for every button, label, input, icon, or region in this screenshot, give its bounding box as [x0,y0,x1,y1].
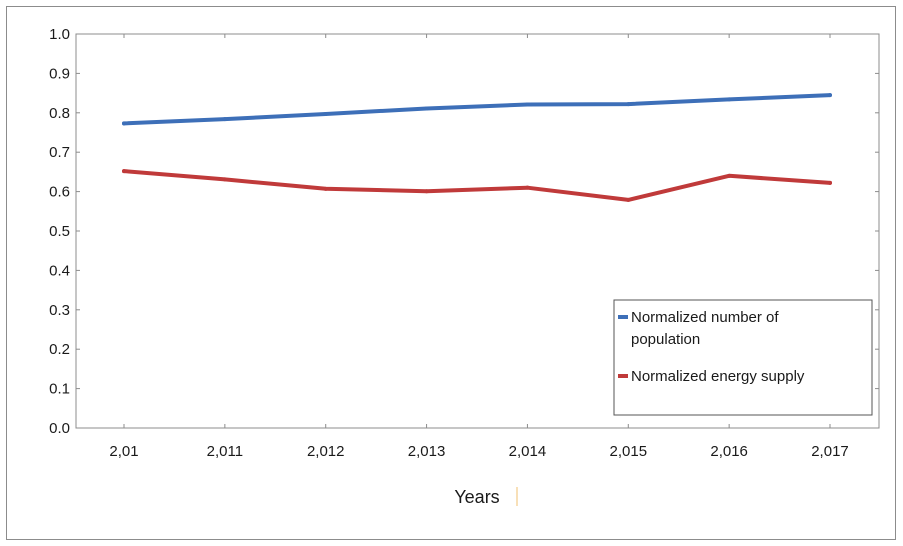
data-point [626,102,631,107]
data-point [222,177,227,182]
data-point [626,197,631,202]
data-point [828,93,832,98]
chart-frame [6,6,896,540]
data-point [828,180,832,185]
y-tick-label: 1.0 [49,26,70,43]
data-point [122,169,126,174]
x-axis-title: Years [454,487,499,507]
data-point [222,117,227,122]
x-axis: 2,01 2,011 2,012 2,013 2,014 2,015 2,016 2,017 [109,34,849,460]
legend-box [613,299,873,416]
y-tick-label: 0.0 [49,420,70,437]
x-tick-label: 2,015 [610,443,648,460]
data-point [323,186,328,191]
y-tick-label: 0.6 [49,184,70,201]
x-tick-label: 2,01 [109,443,138,460]
data-point [727,97,732,102]
data-point [525,185,530,190]
y-tick-label: 0.5 [49,223,70,240]
y-tick-label: 0.8 [49,105,70,122]
y-tick-label: 0.3 [49,302,70,319]
legend-label: population [631,331,700,348]
x-tick-label: 2,014 [509,443,547,460]
legend-label: Normalized number of [631,309,779,326]
x-tick-label: 2,017 [811,443,849,460]
y-tick-label: 0.7 [49,144,70,161]
x-tick-label: 2,012 [307,443,345,460]
data-point [525,102,530,107]
data-point [424,106,429,111]
data-point [323,111,328,116]
series-layer [122,93,832,202]
y-tick-label: 0.2 [49,341,70,358]
legend-label: Normalized energy supply [631,368,805,385]
series-line-2 [122,169,832,202]
data-point [122,121,126,126]
y-tick-label: 0.1 [49,381,70,398]
x-tick-label: 2,016 [710,443,748,460]
y-tick-label: 0.4 [49,262,70,279]
data-point [424,189,429,194]
legend: Normalized number of population Normalized… [613,299,873,416]
y-tick-label: 0.9 [49,65,70,82]
x-tick-label: 2,013 [408,443,446,460]
series-line-1 [122,93,832,126]
data-point [727,173,732,178]
x-tick-label: 2,011 [207,443,243,460]
y-axis: 0.0 0.1 0.2 0.3 0.4 0.5 0.6 0.7 0.8 0.9 1.0 [49,26,879,437]
